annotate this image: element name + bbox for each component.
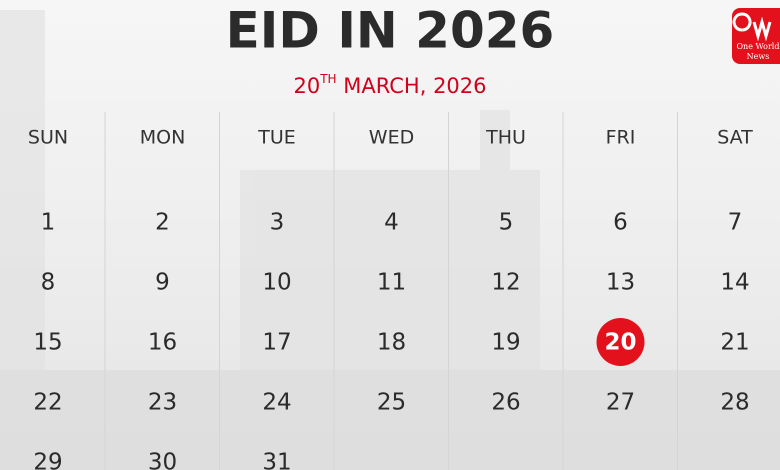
weekday-label: SUN (28, 127, 68, 149)
day: 3 (270, 210, 285, 236)
day: 17 (262, 330, 291, 356)
day: 15 (33, 330, 62, 356)
weekday-label: FRI (606, 127, 636, 149)
logo-badge (732, 8, 780, 64)
weekday-label: SAT (717, 127, 753, 149)
day: 22 (33, 390, 62, 416)
day: 5 (499, 210, 514, 236)
highlighted-day: 20 (604, 330, 636, 356)
day: 7 (728, 210, 743, 236)
date-day: 20 (293, 74, 320, 98)
day: 29 (33, 450, 62, 470)
day: 9 (155, 270, 170, 296)
day: 25 (377, 390, 406, 416)
day: 24 (262, 390, 291, 416)
day: 4 (384, 210, 399, 236)
logo: One World News (732, 8, 780, 64)
day: 18 (377, 330, 406, 356)
subtitle: 20TH MARCH, 2026 (293, 72, 486, 99)
logo-line2: News (747, 52, 770, 61)
weekday-label: WED (369, 127, 414, 149)
day: 23 (148, 390, 177, 416)
day: 1 (41, 210, 56, 236)
background-silhouette (0, 10, 780, 470)
day: 27 (606, 390, 635, 416)
day: 12 (491, 270, 520, 296)
day: 21 (720, 330, 749, 356)
day: 10 (262, 270, 291, 296)
weekday-label: MON (140, 127, 186, 149)
day: 14 (720, 270, 749, 296)
date-suffix: TH (319, 72, 336, 86)
day: 26 (491, 390, 520, 416)
day: 19 (491, 330, 520, 356)
day: 13 (606, 270, 635, 296)
day: 30 (148, 450, 177, 470)
weekday-label: TUE (257, 127, 296, 149)
logo-icon (732, 12, 772, 42)
day: 2 (155, 210, 170, 236)
day: 8 (41, 270, 56, 296)
day: 16 (148, 330, 177, 356)
day: 31 (262, 450, 291, 470)
highlight-circle (596, 318, 645, 366)
title: EID IN 2026 (226, 2, 555, 60)
logo-line1: One World (737, 42, 780, 51)
day: 6 (613, 210, 628, 236)
day: 11 (377, 270, 406, 296)
weekday-label: THU (485, 127, 526, 149)
date-rest: MARCH, 2026 (337, 74, 487, 98)
day: 28 (720, 390, 749, 416)
